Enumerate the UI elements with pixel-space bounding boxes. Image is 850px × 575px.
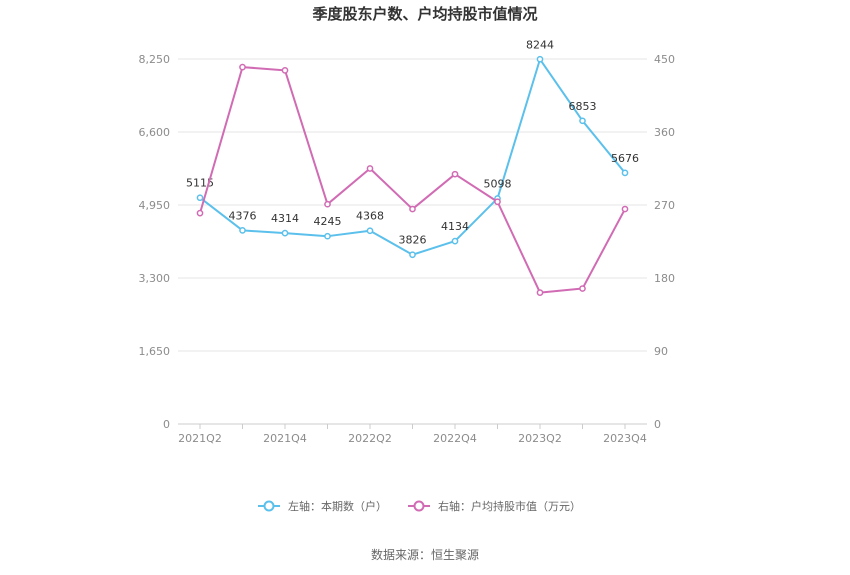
x-tick-label: 2022Q2 xyxy=(348,432,392,445)
left-tick-label: 8,250 xyxy=(139,53,171,66)
series-line xyxy=(199,66,626,294)
data-point[interactable] xyxy=(366,227,374,235)
data-point[interactable] xyxy=(409,251,416,259)
left-tick-label: 4,950 xyxy=(139,199,171,212)
data-point[interactable] xyxy=(579,117,586,125)
left-tick-label: 3,300 xyxy=(139,272,171,285)
chart-title: 季度股东户数、户均持股市值情况 xyxy=(312,5,537,23)
data-label: 4245 xyxy=(314,215,342,228)
data-label: 6853 xyxy=(569,100,597,113)
x-tick-label: 2021Q2 xyxy=(178,432,222,445)
data-label: 4376 xyxy=(229,209,257,222)
data-label: 4134 xyxy=(441,220,469,233)
series-right xyxy=(196,63,629,296)
right-tick-label: 0 xyxy=(654,418,661,431)
data-point[interactable] xyxy=(281,67,289,74)
right-tick-label: 270 xyxy=(654,199,675,212)
left-tick-label: 6,600 xyxy=(139,126,171,139)
series-line xyxy=(199,58,626,256)
data-label: 4368 xyxy=(356,210,384,223)
legend-item-left-series[interactable]: 左轴：本期数（户） xyxy=(258,499,387,513)
grid xyxy=(178,58,647,425)
data-label: 4314 xyxy=(271,212,299,225)
x-tick-label: 2023Q2 xyxy=(518,432,562,445)
data-source: 数据来源：恒生聚源 xyxy=(371,547,479,562)
data-point[interactable] xyxy=(324,232,331,240)
left-tick-label: 1,650 xyxy=(139,345,171,358)
data-point[interactable] xyxy=(621,205,629,213)
x-tick-label: 2022Q4 xyxy=(433,432,477,445)
data-point[interactable] xyxy=(239,63,246,71)
right-tick-label: 90 xyxy=(654,345,668,358)
data-point[interactable] xyxy=(494,198,501,206)
legend-label: 右轴：户均持股市值（万元） xyxy=(438,499,581,513)
data-point[interactable] xyxy=(451,170,459,178)
right-axis-ticks: 0 90 180 270 360 450 xyxy=(654,53,675,431)
data-point[interactable] xyxy=(366,165,374,172)
right-tick-label: 180 xyxy=(654,272,675,285)
data-label: 5676 xyxy=(611,152,639,165)
legend[interactable]: 左轴：本期数（户） 右轴：户均持股市值（万元） xyxy=(258,499,581,513)
x-tick-label: 2023Q4 xyxy=(603,432,647,445)
data-point[interactable] xyxy=(324,200,331,208)
data-label: 3826 xyxy=(399,234,427,247)
data-point[interactable] xyxy=(196,209,204,217)
x-axis-ticks: 2021Q2 2021Q4 2022Q2 2022Q4 2023Q2 2023Q4 xyxy=(178,424,647,445)
legend-item-right-series[interactable]: 右轴：户均持股市值（万元） xyxy=(408,499,581,513)
left-axis-ticks: 0 1,650 3,300 4,950 6,600 8,250 xyxy=(139,53,171,431)
data-point[interactable] xyxy=(196,194,204,202)
right-tick-label: 450 xyxy=(654,53,675,66)
data-point[interactable] xyxy=(536,289,544,296)
left-tick-label: 0 xyxy=(163,418,170,431)
data-point[interactable] xyxy=(239,227,246,234)
legend-label: 左轴：本期数（户） xyxy=(288,499,387,513)
x-tick-label: 2021Q4 xyxy=(263,432,307,445)
data-label: 5098 xyxy=(484,177,512,190)
legend-marker-icon xyxy=(263,500,275,512)
data-point[interactable] xyxy=(621,169,629,177)
data-point[interactable] xyxy=(536,55,544,63)
legend-marker-icon xyxy=(413,500,425,512)
data-point[interactable] xyxy=(451,237,459,245)
data-point[interactable] xyxy=(579,285,586,292)
data-point[interactable] xyxy=(281,229,289,237)
data-label: 8244 xyxy=(526,38,554,51)
right-tick-label: 360 xyxy=(654,126,675,139)
data-point[interactable] xyxy=(409,205,416,213)
